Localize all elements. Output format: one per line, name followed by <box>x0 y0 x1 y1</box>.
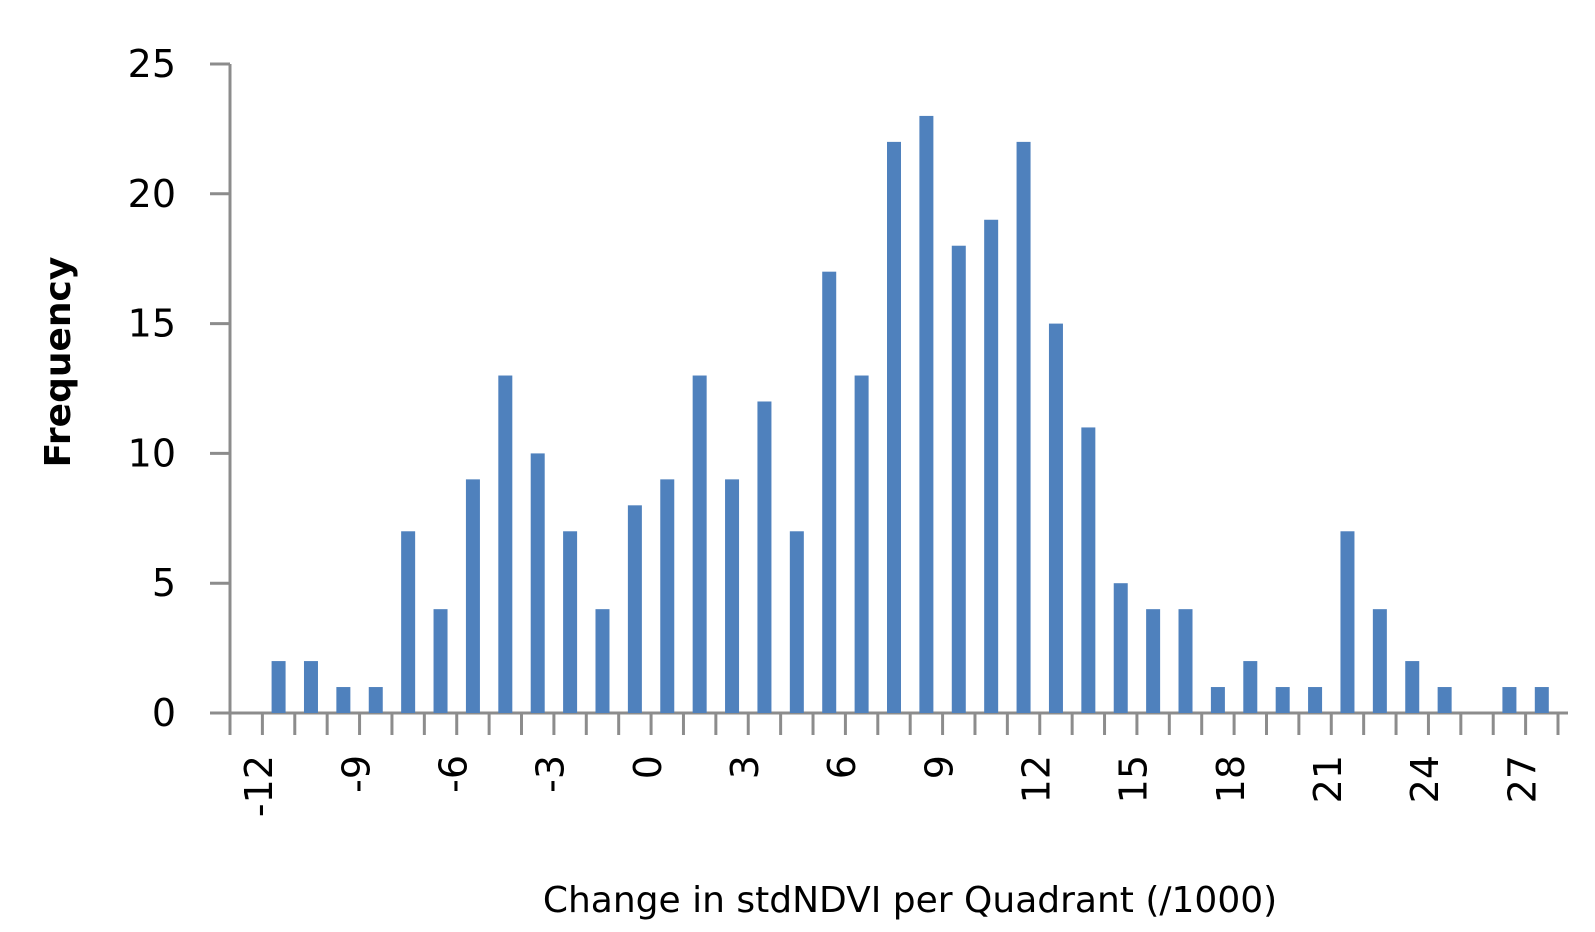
x-tick-label: 6 <box>820 755 864 779</box>
bar <box>1048 323 1063 713</box>
bar <box>368 687 383 713</box>
bar <box>951 245 966 713</box>
bar <box>1372 609 1387 713</box>
x-tick-label: -3 <box>529 755 573 793</box>
bar <box>530 453 545 713</box>
y-tick-label: 20 <box>128 172 176 216</box>
bar <box>1016 141 1031 713</box>
bar <box>465 479 480 713</box>
bar <box>303 661 318 713</box>
y-axis-title: Frequency <box>38 257 79 468</box>
bar <box>887 141 901 713</box>
bar <box>1405 661 1420 713</box>
bar <box>563 531 578 713</box>
bar <box>1534 687 1549 713</box>
bar <box>660 479 675 713</box>
bar <box>1340 531 1355 713</box>
bar <box>919 115 934 714</box>
bar <box>984 219 999 713</box>
bar <box>1178 609 1193 713</box>
bar <box>433 609 448 713</box>
bar <box>1437 687 1452 713</box>
y-tick-label: 15 <box>128 302 176 346</box>
x-tick-label: 9 <box>917 755 961 779</box>
bar <box>1113 583 1128 713</box>
x-tick-label: -9 <box>334 755 378 793</box>
bar <box>854 375 869 713</box>
x-tick-label: 27 <box>1500 755 1544 803</box>
bar <box>692 375 707 713</box>
bar <box>401 531 416 713</box>
x-tick-label: -6 <box>432 755 476 793</box>
bar <box>1275 687 1290 713</box>
bar <box>498 375 513 713</box>
x-tick-label: 3 <box>723 755 767 779</box>
x-tick-label: 15 <box>1112 755 1156 803</box>
bar <box>757 401 772 713</box>
x-tick-label: 21 <box>1306 755 1350 803</box>
bar <box>1502 687 1517 713</box>
y-tick-label: 25 <box>128 42 176 86</box>
x-axis-title: Change in stdNDVI per Quadrant (/1000) <box>543 880 1277 921</box>
bar <box>789 531 804 713</box>
x-tick-label: -12 <box>237 755 281 817</box>
x-tick-label: 18 <box>1209 755 1253 803</box>
bar <box>595 609 610 713</box>
bar <box>1210 687 1225 713</box>
x-tick-label: 24 <box>1403 755 1447 803</box>
bar <box>1146 609 1161 713</box>
bar <box>725 479 740 713</box>
bar <box>1243 661 1258 713</box>
bar <box>1081 427 1096 713</box>
bar <box>1308 687 1323 713</box>
bar <box>822 271 837 713</box>
y-tick-label: 5 <box>152 561 176 605</box>
bar <box>336 687 351 713</box>
y-tick-label: 10 <box>128 431 176 475</box>
x-tick-label: 0 <box>626 755 670 779</box>
y-tick-label: 0 <box>152 691 176 735</box>
bar <box>271 661 286 713</box>
bar <box>627 505 642 713</box>
x-tick-label: 12 <box>1015 755 1059 803</box>
